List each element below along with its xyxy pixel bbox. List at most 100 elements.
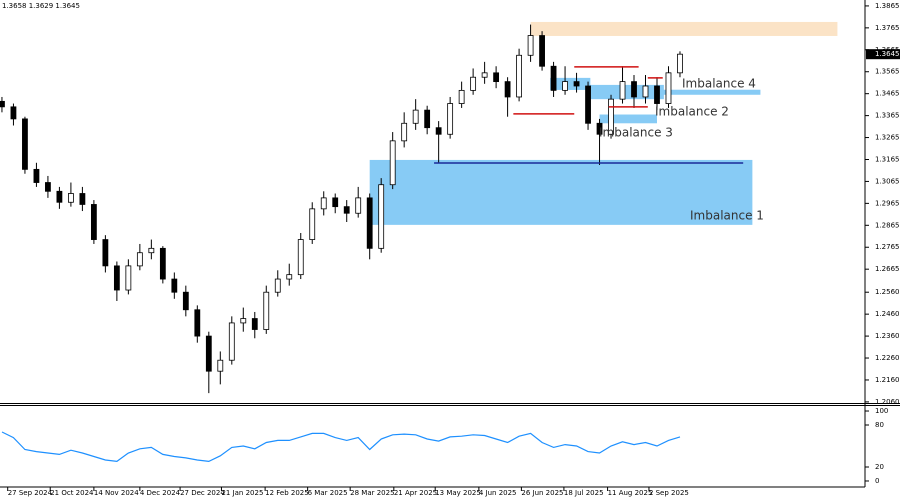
x-tick-label: 6 Mar 2025 [308,489,348,497]
y-tick-label: 1.2360 [875,332,900,340]
indicator-tick-label: 20 [875,463,884,471]
y-tick-label: 1.2460 [875,310,900,318]
zone [550,77,591,90]
zone [369,159,753,225]
y-tick-label: 1.2765 [875,243,900,251]
candle-body [481,72,488,78]
y-tick-label: 1.2560 [875,288,900,296]
y-tick-label: 1.2060 [875,398,900,406]
candle-body [171,278,178,293]
candle-body [447,103,454,135]
zone [599,114,657,124]
zone [662,89,761,95]
candle-body [274,278,281,293]
candle-body [90,204,97,240]
y-tick-label: 1.3865 [875,2,900,10]
candle-body [10,106,17,120]
candle-body [642,85,649,98]
y-tick-label: 1.3265 [875,134,900,142]
candle-body [573,81,580,87]
candle-body [136,252,143,267]
candle-body [309,208,316,240]
candle-body [263,291,270,330]
zone [530,21,838,36]
candle-body [56,190,63,203]
x-tick-label: 4 Jun 2025 [479,489,517,497]
candle-body [378,184,385,249]
candle-body [102,239,109,267]
candle-body [458,89,465,104]
y-tick-label: 1.3765 [875,24,900,32]
zone [588,84,664,100]
y-tick-label: 1.2965 [875,199,900,207]
candle-body [516,54,522,98]
ohlc-header: 1.3658 1.3629 1.3645 [2,2,80,10]
x-tick-label: 27 Sep 2024 [8,489,53,497]
candle-body [332,197,339,208]
zone-label: Imbalance 1 [690,209,764,223]
indicator-tick-label: 80 [875,421,884,429]
y-tick-label: 1.3365 [875,112,900,120]
candle-body [596,122,603,135]
candle-body [355,197,362,214]
candle-body [665,72,672,104]
candle-body [297,239,304,276]
candle-body [217,359,224,372]
indicator-line [1,431,681,463]
x-tick-label: 26 Jun 2025 [521,489,563,497]
zone-label: Imbalance 3 [599,126,673,140]
candle-body [470,76,477,91]
candle-body [251,318,258,330]
x-tick-label: 27 Dec 2024 [180,489,225,497]
y-tick-label: 1.2665 [875,265,900,273]
candle-body [631,81,637,98]
y-tick-label: 1.3065 [875,177,900,185]
candle-body [228,322,235,361]
x-tick-label: 14 Nov 2024 [94,489,139,497]
x-tick-label: 11 Aug 2025 [608,489,653,497]
candle-body [619,81,626,100]
candle-body [22,118,28,170]
candle-body [194,309,201,337]
candle-body [424,109,431,129]
candle-body [435,127,442,135]
y-tick-label: 1.2260 [875,354,900,362]
x-tick-label: 4 Dec 2024 [140,489,181,497]
candle-body [45,182,51,192]
x-tick-label: 12 Feb 2025 [265,489,309,497]
x-tick-label: 2 Sep 2025 [649,489,689,497]
x-tick-label: 13 May 2025 [435,489,481,497]
y-tick-label: 1.3165 [875,155,900,163]
candle-body [527,35,534,56]
candle-body [240,318,247,324]
zone-label: Imbalance 4 [682,77,756,91]
y-tick-label: 1.2865 [875,221,900,229]
candle-body [389,140,396,186]
candle-body [493,72,500,83]
x-tick-label: 28 Mar 2025 [350,489,394,497]
candle-body [654,85,660,104]
candle-body [68,193,74,203]
x-tick-label: 21 Apr 2025 [394,489,437,497]
x-tick-label: 18 Jul 2025 [564,489,604,497]
candle-body [159,247,166,280]
x-tick-label: 21 Jan 2025 [221,489,263,497]
candle-body [205,335,212,372]
candle-body [148,247,155,254]
last-price-label: 1.3645 [875,50,900,58]
candle-body [562,81,568,91]
indicator-tick-label: 0 [875,477,879,485]
candle-body [550,65,557,91]
candle-body [504,81,511,98]
candle-body [286,274,293,280]
indicator-tick-label: 100 [875,407,888,415]
candle-body [677,53,683,74]
candle-body [33,168,40,183]
candle-body [585,85,591,124]
zone-label: Imbalance 2 [655,105,729,119]
last-price-box [866,49,900,60]
candle-body [125,265,132,291]
candle-body [608,98,614,135]
candle-body [0,100,5,108]
candle-body [320,197,327,210]
